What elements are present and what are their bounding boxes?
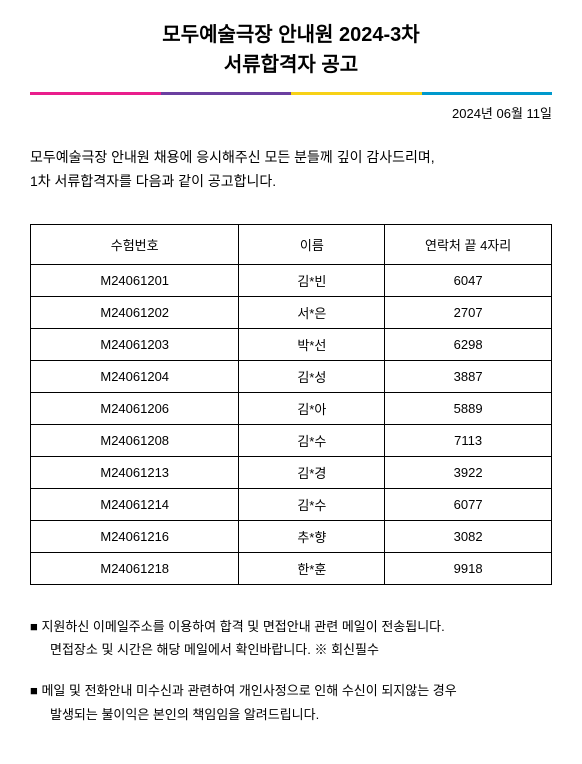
cell-name: 김*경 bbox=[239, 456, 385, 488]
color-segment bbox=[30, 92, 161, 95]
applicant-table: 수험번호 이름 연락처 끝 4자리 M24061201김*빈6047M24061… bbox=[30, 224, 552, 585]
cell-name: 김*빈 bbox=[239, 264, 385, 296]
cell-name: 서*은 bbox=[239, 296, 385, 328]
intro-line-2: 1차 서류합격자를 다음과 같이 공고합니다. bbox=[30, 170, 552, 194]
table-row: M24061201김*빈6047 bbox=[31, 264, 552, 296]
cell-exam-number: M24061216 bbox=[31, 520, 239, 552]
cell-name: 박*선 bbox=[239, 328, 385, 360]
table-row: M24061202서*은2707 bbox=[31, 296, 552, 328]
color-segment bbox=[422, 92, 553, 95]
note: ■ 메일 및 전화안내 미수신과 관련하여 개인사정으로 인해 수신이 되지않는… bbox=[30, 679, 552, 726]
intro-text: 모두예술극장 안내원 채용에 응시해주신 모든 분들께 깊이 감사드리며, 1차… bbox=[30, 146, 552, 194]
cell-phone-last4: 6047 bbox=[385, 264, 552, 296]
cell-name: 추*향 bbox=[239, 520, 385, 552]
note: ■ 지원하신 이메일주소를 이용하여 합격 및 면접안내 관련 메일이 전송됩니… bbox=[30, 615, 552, 662]
table-row: M24061216추*향3082 bbox=[31, 520, 552, 552]
cell-name: 한*훈 bbox=[239, 552, 385, 584]
cell-name: 김*수 bbox=[239, 424, 385, 456]
table-row: M24061214김*수6077 bbox=[31, 488, 552, 520]
cell-exam-number: M24061206 bbox=[31, 392, 239, 424]
header-name: 이름 bbox=[239, 224, 385, 264]
title-line-1: 모두예술극장 안내원 2024-3차 bbox=[30, 20, 552, 50]
cell-phone-last4: 6298 bbox=[385, 328, 552, 360]
header-exam-number: 수험번호 bbox=[31, 224, 239, 264]
intro-line-1: 모두예술극장 안내원 채용에 응시해주신 모든 분들께 깊이 감사드리며, bbox=[30, 146, 552, 170]
note-line: ■ 메일 및 전화안내 미수신과 관련하여 개인사정으로 인해 수신이 되지않는… bbox=[30, 679, 552, 702]
note-text: 메일 및 전화안내 미수신과 관련하여 개인사정으로 인해 수신이 되지않는 경… bbox=[41, 683, 456, 698]
title-line-2: 서류합격자 공고 bbox=[30, 50, 552, 80]
cell-exam-number: M24061203 bbox=[31, 328, 239, 360]
cell-exam-number: M24061213 bbox=[31, 456, 239, 488]
cell-exam-number: M24061214 bbox=[31, 488, 239, 520]
document-date: 2024년 06월 11일 bbox=[30, 103, 552, 122]
cell-phone-last4: 3082 bbox=[385, 520, 552, 552]
cell-phone-last4: 7113 bbox=[385, 424, 552, 456]
color-divider-bar bbox=[30, 92, 552, 95]
cell-name: 김*아 bbox=[239, 392, 385, 424]
table-row: M24061218한*훈9918 bbox=[31, 552, 552, 584]
cell-phone-last4: 9918 bbox=[385, 552, 552, 584]
table-row: M24061208김*수7113 bbox=[31, 424, 552, 456]
cell-exam-number: M24061201 bbox=[31, 264, 239, 296]
table-row: M24061206김*아5889 bbox=[31, 392, 552, 424]
note-line: 면접장소 및 시간은 해당 메일에서 확인바랍니다. ※ 회신필수 bbox=[30, 638, 552, 661]
table-body: M24061201김*빈6047M24061202서*은2707M2406120… bbox=[31, 264, 552, 584]
cell-phone-last4: 3922 bbox=[385, 456, 552, 488]
document-title: 모두예술극장 안내원 2024-3차 서류합격자 공고 bbox=[30, 20, 552, 80]
cell-phone-last4: 6077 bbox=[385, 488, 552, 520]
table-row: M24061204김*성3887 bbox=[31, 360, 552, 392]
notes-section: ■ 지원하신 이메일주소를 이용하여 합격 및 면접안내 관련 메일이 전송됩니… bbox=[30, 615, 552, 727]
table-row: M24061203박*선6298 bbox=[31, 328, 552, 360]
color-segment bbox=[291, 92, 422, 95]
cell-name: 김*수 bbox=[239, 488, 385, 520]
cell-phone-last4: 2707 bbox=[385, 296, 552, 328]
header-phone-last4: 연락처 끝 4자리 bbox=[385, 224, 552, 264]
cell-exam-number: M24061218 bbox=[31, 552, 239, 584]
cell-exam-number: M24061208 bbox=[31, 424, 239, 456]
note-text: 지원하신 이메일주소를 이용하여 합격 및 면접안내 관련 메일이 전송됩니다. bbox=[41, 619, 444, 634]
cell-name: 김*성 bbox=[239, 360, 385, 392]
cell-phone-last4: 5889 bbox=[385, 392, 552, 424]
note-marker-icon: ■ bbox=[30, 683, 41, 698]
color-segment bbox=[161, 92, 292, 95]
cell-exam-number: M24061202 bbox=[31, 296, 239, 328]
cell-phone-last4: 3887 bbox=[385, 360, 552, 392]
note-line: ■ 지원하신 이메일주소를 이용하여 합격 및 면접안내 관련 메일이 전송됩니… bbox=[30, 615, 552, 638]
table-row: M24061213김*경3922 bbox=[31, 456, 552, 488]
table-header-row: 수험번호 이름 연락처 끝 4자리 bbox=[31, 224, 552, 264]
cell-exam-number: M24061204 bbox=[31, 360, 239, 392]
note-marker-icon: ■ bbox=[30, 619, 41, 634]
note-line: 발생되는 불이익은 본인의 책임임을 알려드립니다. bbox=[30, 703, 552, 726]
